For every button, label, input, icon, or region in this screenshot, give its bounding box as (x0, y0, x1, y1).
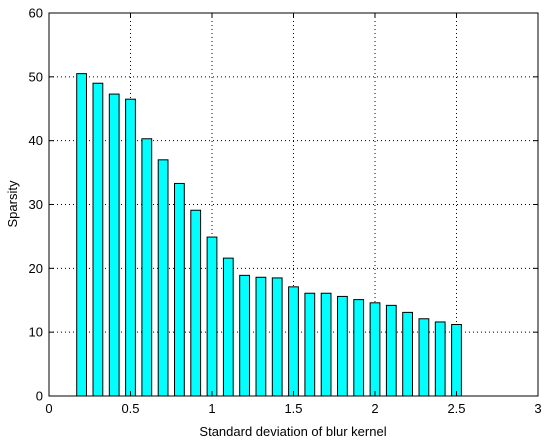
y-tick-label: 0 (36, 389, 43, 404)
bar (337, 295, 348, 397)
bar (141, 138, 153, 397)
x-tick-labels: 0 0.5 1 1.5 2 2.5 3 (45, 401, 541, 416)
x-tick-label: 1 (208, 401, 215, 416)
bar (125, 98, 136, 397)
bar (222, 257, 234, 397)
bar (190, 209, 202, 397)
x-tick-label: 2.5 (447, 401, 465, 416)
bar (206, 236, 218, 397)
bar (76, 73, 87, 397)
bar (304, 292, 316, 397)
y-tick-label: 10 (29, 325, 43, 340)
bar (402, 311, 413, 397)
bar (369, 302, 381, 397)
bar (157, 159, 169, 397)
bar (451, 324, 462, 397)
x-tick-label: 2 (371, 401, 378, 416)
x-tick-label: 1.5 (284, 401, 302, 416)
bar (108, 93, 120, 397)
bar (271, 277, 283, 397)
bar (385, 304, 397, 397)
y-tick-label: 60 (29, 6, 43, 21)
x-axis-label: Standard deviation of blur kernel (199, 424, 386, 439)
bar (255, 276, 267, 397)
bar (239, 274, 250, 397)
x-tick-label: 0.5 (121, 401, 139, 416)
y-tick-label: 50 (29, 69, 43, 84)
y-tick-label: 30 (29, 197, 43, 212)
bar (174, 182, 185, 397)
bar (434, 321, 446, 397)
x-tick-label: 3 (534, 401, 541, 416)
bar (418, 318, 430, 397)
y-axis-label: Sparsity (5, 180, 20, 227)
bar (288, 286, 299, 397)
bar (353, 299, 365, 397)
bar (320, 292, 332, 397)
y-tick-label: 20 (29, 261, 43, 276)
x-tick-label: 0 (45, 401, 52, 416)
axis-ticks (48, 12, 539, 397)
bar (92, 82, 104, 397)
y-tick-labels: 0 10 20 30 40 50 60 (29, 6, 43, 404)
y-tick-label: 40 (29, 133, 43, 148)
